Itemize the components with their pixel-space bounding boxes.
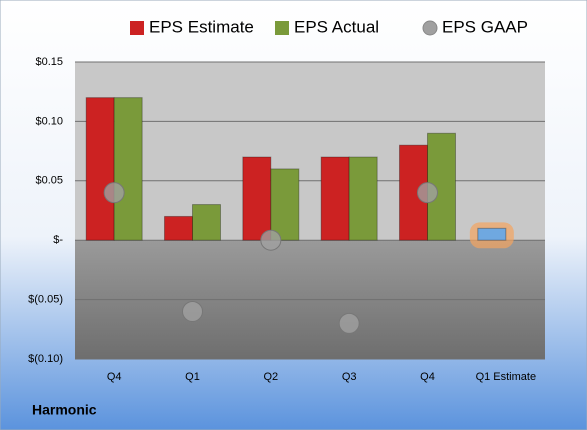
y-tick-label: $- [53,234,63,246]
bar [164,215,193,241]
y-tick-label: $0.10 [35,115,63,127]
legend-label: EPS Actual [294,17,379,36]
y-tick-label: $0.15 [35,56,63,68]
bar [192,204,221,241]
x-tick-label: Q3 [342,371,357,383]
y-tick-label: $(0.10) [28,353,63,365]
y-tick-label: $(0.05) [28,294,63,306]
bar [477,227,507,241]
bar [113,97,143,241]
bar [85,97,115,241]
gaap-point [103,182,125,204]
legend-swatch [422,20,438,36]
legend-label: EPS GAAP [442,17,528,36]
legend-swatch [130,21,144,35]
x-tick-label: Q1 Estimate [476,371,537,383]
legend-swatch [275,21,289,35]
bar [320,156,350,241]
legend-label: EPS Estimate [149,17,254,36]
gaap-point [260,229,282,251]
x-tick-label: Q2 [263,371,278,383]
gaap-point [338,312,360,334]
bar [348,156,378,241]
bar [270,168,300,241]
x-tick-label: Q4 [420,371,435,383]
x-tick-label: Q4 [107,371,122,383]
gaap-point [417,182,438,204]
plot-positive [75,62,545,241]
chart-title: Harmonic [32,402,97,418]
bar [242,156,272,241]
x-tick-label: Q1 [185,371,200,383]
gaap-point [182,300,203,322]
y-tick-label: $0.05 [35,175,63,187]
